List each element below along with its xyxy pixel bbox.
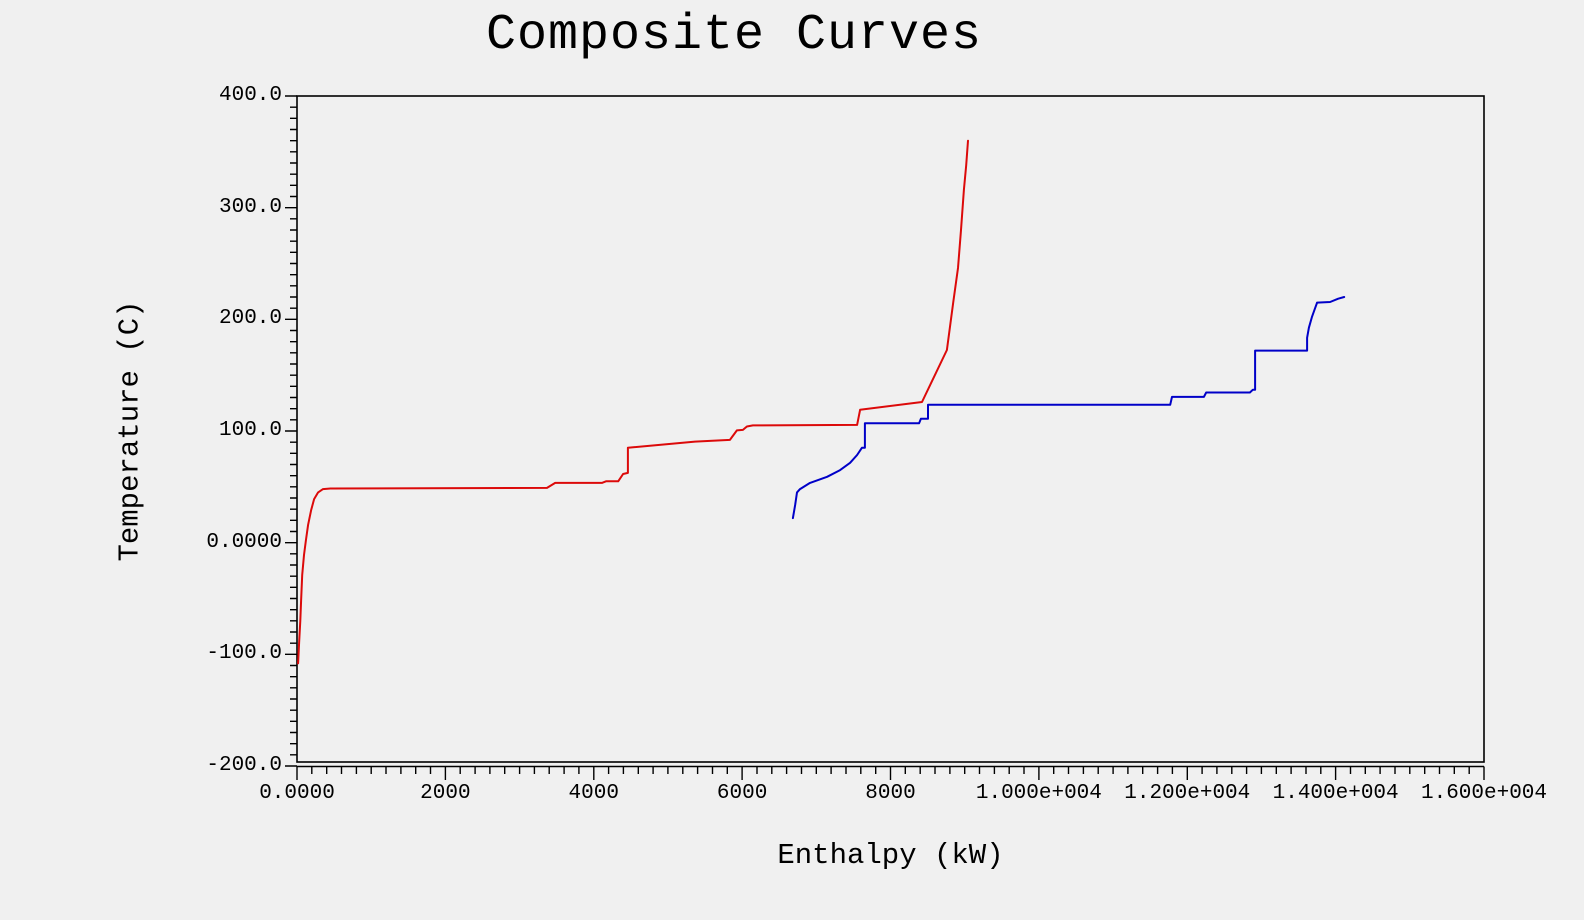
cold-composite-curve	[791, 296, 1346, 520]
x-tick-label: 1.200e+004	[1124, 782, 1251, 805]
y-tick-label: 400.0	[218, 84, 282, 107]
y-tick-label: 100.0	[218, 419, 282, 442]
y-tick-label: -200.0	[206, 754, 282, 777]
chart-title: Composite Curves	[485, 7, 983, 64]
y-tick-label: 300.0	[218, 195, 282, 219]
x-tick-label: 4000	[568, 782, 619, 805]
x-axis-title: Enthalpy (kW)	[777, 839, 1004, 872]
y-tick-label: 200.0	[218, 307, 282, 331]
x-tick-label: 1.400e+004	[1272, 782, 1399, 805]
y-axis-title: Temperature (C)	[113, 300, 147, 562]
x-tick-label: 1.600e+004	[1420, 782, 1548, 805]
plot-border	[296, 95, 1485, 763]
hot-composite-curve	[297, 139, 969, 665]
axis-ticks	[285, 95, 1485, 780]
x-tick-label: 6000	[716, 782, 768, 805]
y-tick-label: 0.0000	[206, 530, 282, 554]
x-tick-label: 0.0000	[259, 782, 335, 805]
y-tick-label: -100.0	[206, 642, 282, 666]
x-tick-label: 1.000e+004	[975, 782, 1102, 805]
x-tick-label: 2000	[420, 782, 471, 805]
x-tick-label: 8000	[865, 782, 916, 805]
